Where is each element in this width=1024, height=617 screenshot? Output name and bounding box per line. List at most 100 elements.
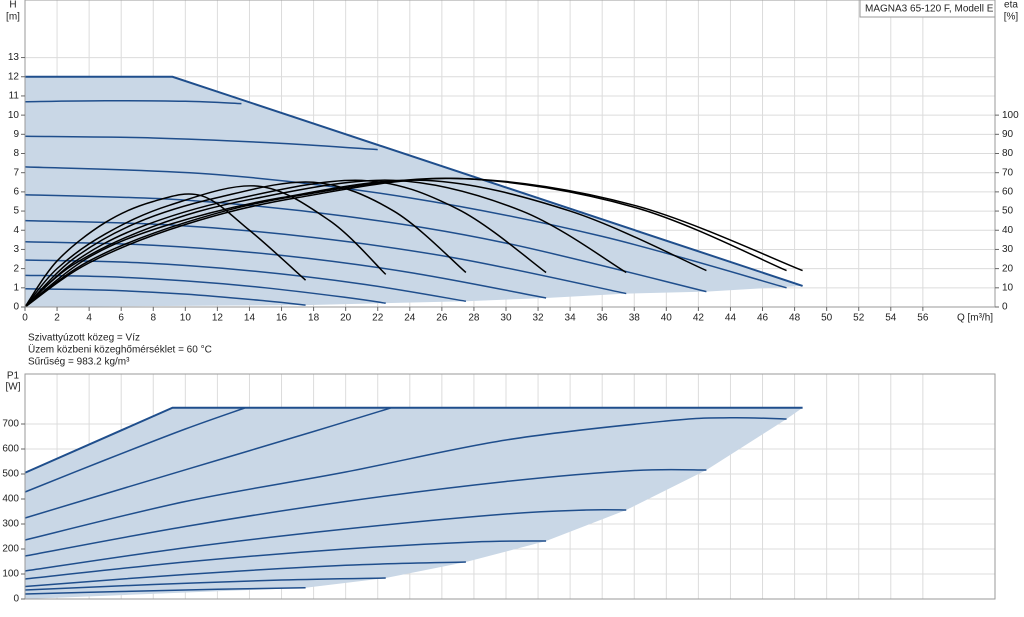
efficiency-curve (24, 177, 787, 308)
y2-tick-label: 60 (1002, 187, 1014, 198)
plot-frame (24, 373, 996, 600)
operating-area (25, 407, 803, 599)
y-tick-label: 8 (13, 148, 19, 159)
y-tick-label: 9 (13, 129, 19, 140)
y2-tick-label: 20 (1002, 263, 1014, 274)
y-tick-label: 600 (2, 444, 19, 455)
y2-tick-label: 80 (1002, 148, 1014, 159)
y-tick-label: 0 (13, 302, 19, 313)
speed-curve (24, 407, 391, 519)
efficiency-curve (24, 185, 387, 308)
speed-curve (24, 407, 245, 493)
x-tick-label: 14 (244, 313, 256, 324)
speed-curve (24, 416, 787, 541)
y-tick-label: 200 (2, 544, 19, 555)
y-label: P1 (7, 371, 20, 382)
x-tick-label: 0 (22, 313, 28, 324)
speed-curve (24, 166, 787, 289)
y-unit: [W] (6, 382, 21, 393)
x-tick-label: 8 (150, 313, 156, 324)
x-tick-label: 52 (853, 313, 865, 324)
efficiency-curve (24, 177, 803, 308)
x-tick-label: 40 (661, 313, 673, 324)
y-tick-label: 6 (13, 187, 19, 198)
efficiency-curve (24, 193, 307, 308)
y-tick-label: 700 (2, 419, 19, 430)
y-tick-label: 10 (8, 110, 20, 121)
y2-tick-label: 100 (1002, 110, 1019, 121)
y2-unit: [%] (1004, 12, 1019, 23)
x-tick-label: 32 (532, 313, 544, 324)
x-tick-label: 44 (725, 313, 737, 324)
speed-curve (24, 219, 627, 295)
x-tick-label: 22 (372, 313, 384, 324)
y2-tick-label: 10 (1002, 282, 1014, 293)
y2-tick-label: 40 (1002, 225, 1014, 236)
x-tick-label: 16 (276, 313, 288, 324)
x-tick-label: 6 (118, 313, 124, 324)
y-tick-label: 11 (9, 91, 20, 102)
x-tick-label: 50 (821, 313, 833, 324)
y-tick-label: 12 (8, 71, 20, 82)
y-tick-label: 100 (2, 569, 19, 580)
x-tick-label: 42 (693, 313, 705, 324)
y-tick-label: 400 (2, 494, 19, 505)
speed-curve (24, 274, 386, 304)
y-tick-label: 2 (13, 263, 19, 274)
efficiency-curve (24, 181, 467, 308)
x-tick-label: 24 (404, 313, 416, 324)
y-tick-label: 3 (13, 244, 19, 255)
x-tick-label: 28 (468, 313, 480, 324)
speed-curve (24, 259, 467, 302)
speed-curve (24, 587, 306, 595)
x-tick-label: 36 (597, 313, 609, 324)
max-curve (25, 75, 803, 287)
x-tick-label: 54 (885, 313, 897, 324)
speed-curve (24, 577, 386, 591)
speed-curve (24, 241, 547, 299)
y2-tick-label: 70 (1002, 167, 1014, 178)
y-tick-label: 13 (8, 52, 20, 63)
speed-curve (24, 561, 466, 588)
x-tick-label: 26 (436, 313, 448, 324)
x-tick-label: 4 (86, 313, 92, 324)
annotation: Sűrűség = 983.2 kg/m³ (28, 357, 130, 368)
efficiency-curve (24, 179, 547, 308)
y-tick-label: 500 (2, 469, 19, 480)
y-tick-label: 1 (13, 282, 19, 293)
y2-tick-label: 30 (1002, 244, 1014, 255)
max-curve (24, 406, 803, 474)
y-label: H (9, 0, 16, 11)
speed-curve (24, 288, 306, 306)
y-tick-label: 4 (13, 225, 19, 236)
annotation: Üzem közbeni közeghőmérséklet = 60 °C (28, 344, 212, 356)
x-tick-label: 12 (212, 313, 224, 324)
x-label: Q [m³/h] (957, 313, 993, 324)
y-unit: [m] (6, 12, 20, 23)
speed-curve (24, 194, 707, 293)
x-tick-label: 10 (180, 313, 192, 324)
x-tick-label: 46 (757, 313, 769, 324)
y-tick-label: 300 (2, 519, 19, 530)
speed-curve (24, 135, 378, 151)
x-tick-label: 34 (565, 313, 577, 324)
annotation: Szivattyúzott közeg = Víz (28, 333, 140, 344)
speed-curve (24, 540, 547, 580)
speed-curve (24, 508, 627, 572)
speed-curve (24, 99, 242, 105)
title-box (859, 0, 996, 18)
y2-tick-label: 0 (1002, 302, 1008, 313)
x-tick-label: 20 (340, 313, 352, 324)
x-tick-label: 38 (629, 313, 641, 324)
efficiency-curve (24, 179, 707, 308)
x-tick-label: 2 (54, 313, 60, 324)
y2-label: eta (1004, 0, 1018, 11)
y-tick-label: 7 (13, 167, 19, 178)
x-tick-label: 18 (308, 313, 320, 324)
efficiency-curve (24, 179, 627, 308)
chart-title: MAGNA3 65-120 F, Modell E (865, 4, 994, 15)
y-tick-label: 0 (13, 594, 19, 605)
x-tick-label: 30 (500, 313, 512, 324)
